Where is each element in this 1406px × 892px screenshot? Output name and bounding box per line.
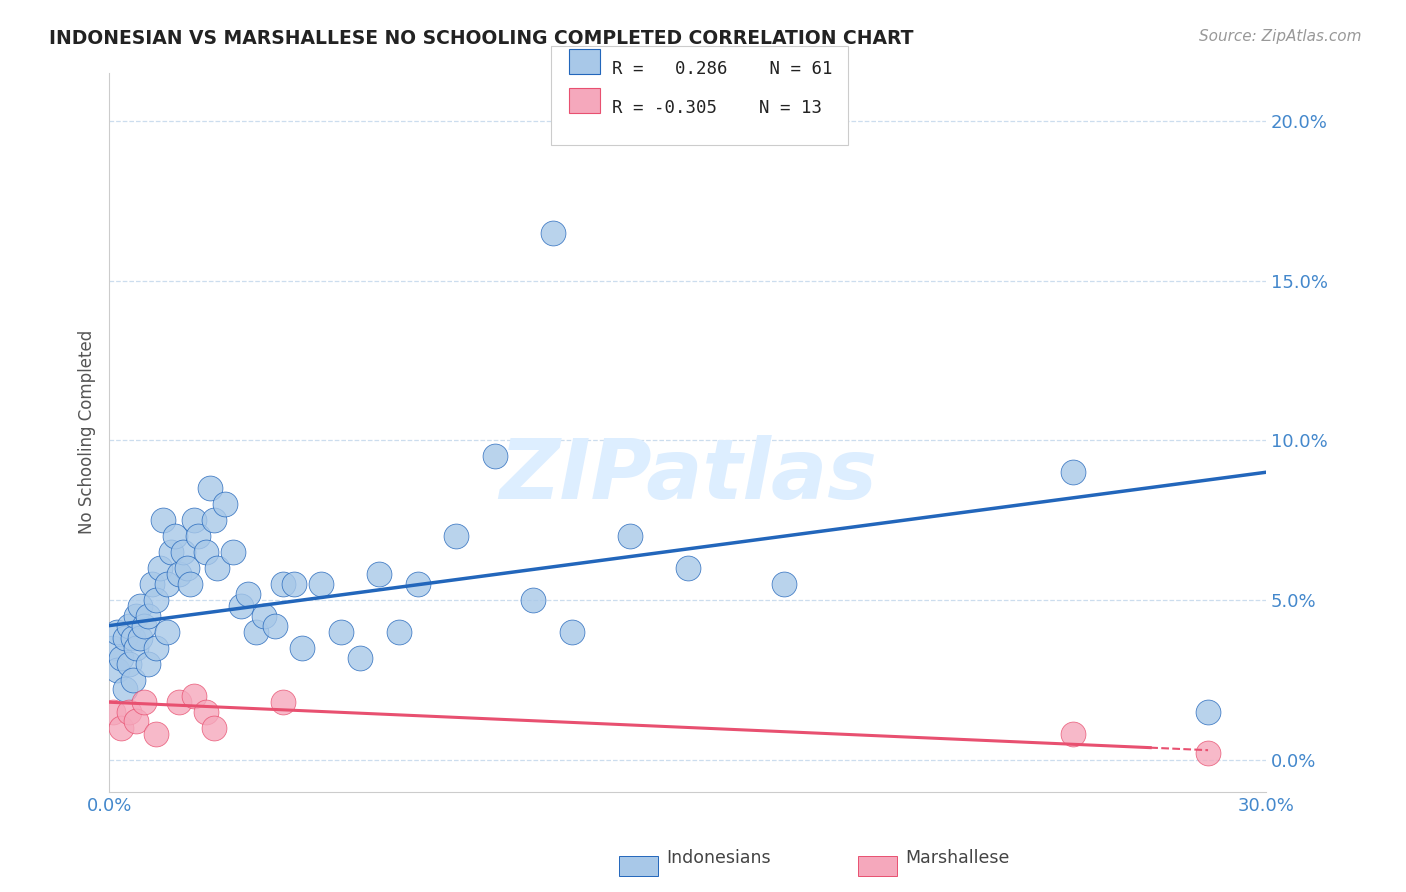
Point [773,577,796,591]
Point [105,663,128,677]
Point [114,632,136,646]
Point [183,513,205,527]
Point [156,625,179,640]
Point [163,529,186,543]
Point [283,577,305,591]
Text: R = -0.305    N = 13: R = -0.305 N = 13 [612,99,821,117]
Point [368,567,391,582]
Point [179,577,201,591]
Point [253,609,276,624]
Point [245,625,267,640]
Point [110,650,132,665]
Point [349,650,371,665]
Point [167,567,190,582]
Point [103,705,125,719]
Point [619,529,641,543]
Point [329,625,352,640]
Point [156,577,179,591]
Point [136,609,159,624]
Point [214,497,236,511]
Point [484,450,506,464]
Point [145,727,167,741]
Point [110,721,132,735]
Point [522,593,544,607]
Point [1197,747,1219,761]
Point [311,577,333,591]
Point [167,695,190,709]
Point [222,545,245,559]
Point [194,545,217,559]
Point [134,695,156,709]
Text: Source: ZipAtlas.com: Source: ZipAtlas.com [1198,29,1361,44]
Point [194,705,217,719]
Point [145,593,167,607]
Y-axis label: No Schooling Completed: No Schooling Completed [79,330,96,534]
Point [125,609,148,624]
Point [118,618,141,632]
Point [176,561,198,575]
Point [561,625,583,640]
Point [125,640,148,655]
Text: INDONESIAN VS MARSHALLESE NO SCHOOLING COMPLETED CORRELATION CHART: INDONESIAN VS MARSHALLESE NO SCHOOLING C… [49,29,914,47]
Point [387,625,409,640]
Text: ZIPatlas: ZIPatlas [499,435,876,516]
Point [103,640,125,655]
Point [121,632,143,646]
Point [141,577,163,591]
Point [291,640,314,655]
Point [264,618,287,632]
Point [136,657,159,671]
Point [125,714,148,729]
Point [202,721,225,735]
Point [229,599,252,614]
Point [1062,727,1084,741]
Point [129,599,152,614]
Point [406,577,429,591]
Text: R =   0.286    N = 61: R = 0.286 N = 61 [612,60,832,78]
Point [152,513,174,527]
Point [105,625,128,640]
Point [145,640,167,655]
Point [1062,465,1084,479]
Point [160,545,183,559]
Point [187,529,209,543]
Point [172,545,194,559]
Text: Marshallese: Marshallese [905,849,1010,867]
Point [148,561,170,575]
Point [271,695,294,709]
Point [114,682,136,697]
Point [129,632,152,646]
Point [198,481,221,495]
Point [271,577,294,591]
Point [1197,705,1219,719]
Point [446,529,468,543]
Point [134,618,156,632]
Point [183,689,205,703]
Text: Indonesians: Indonesians [666,849,770,867]
Point [207,561,229,575]
Point [202,513,225,527]
Point [118,657,141,671]
Point [676,561,699,575]
Point [238,587,260,601]
Point [118,705,141,719]
Point [541,226,564,240]
Point [121,673,143,687]
